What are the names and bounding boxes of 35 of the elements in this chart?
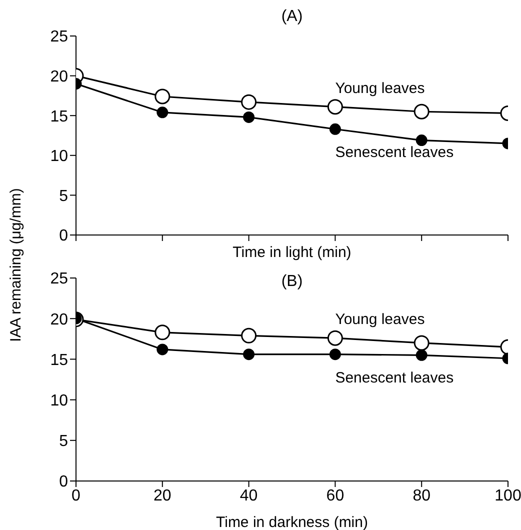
series-label: Young leaves [335, 311, 425, 328]
point [241, 328, 257, 344]
y-tick-label: 20 [50, 311, 68, 328]
series-label: Young leaves [335, 80, 425, 97]
x-axis-title: Time in darkness (min) [216, 514, 368, 530]
x-tick-label: 60 [326, 487, 344, 504]
series-label: Senescent leaves [335, 369, 454, 386]
chart-title: (B) [280, 273, 304, 291]
point [327, 99, 343, 115]
y-tick-label: 10 [50, 148, 68, 166]
series-label: Senescent leaves [335, 144, 454, 162]
y-tick-label: 10 [50, 392, 68, 410]
y-tick-label: 20 [50, 68, 68, 86]
x-tick-label: 80 [412, 487, 431, 504]
x-tick-label: 100 [494, 487, 521, 504]
x-tick-label: 20 [154, 487, 172, 504]
point [243, 111, 255, 123]
y-tick-label: 15 [50, 352, 68, 369]
y-tick-label: 25 [50, 28, 68, 46]
x-tick-label: 40 [240, 487, 258, 504]
y-tick-label: 25 [50, 270, 68, 288]
point [243, 348, 255, 360]
y-tick-label: 0 [59, 474, 68, 491]
point [327, 330, 343, 346]
point [241, 94, 257, 110]
y-axis-title: IAA remaining (μg/mm) [8, 188, 24, 342]
x-axis-title: Time in light (min) [232, 244, 352, 261]
y-tick-label: 5 [59, 433, 68, 450]
point [329, 123, 341, 135]
chart-title: (A) [280, 8, 304, 26]
y-tick-label: 5 [59, 188, 68, 205]
point [329, 348, 341, 360]
y-tick-label: 0 [59, 228, 68, 245]
x-tick-label: 0 [72, 487, 81, 504]
y-tick-label: 15 [50, 108, 68, 126]
